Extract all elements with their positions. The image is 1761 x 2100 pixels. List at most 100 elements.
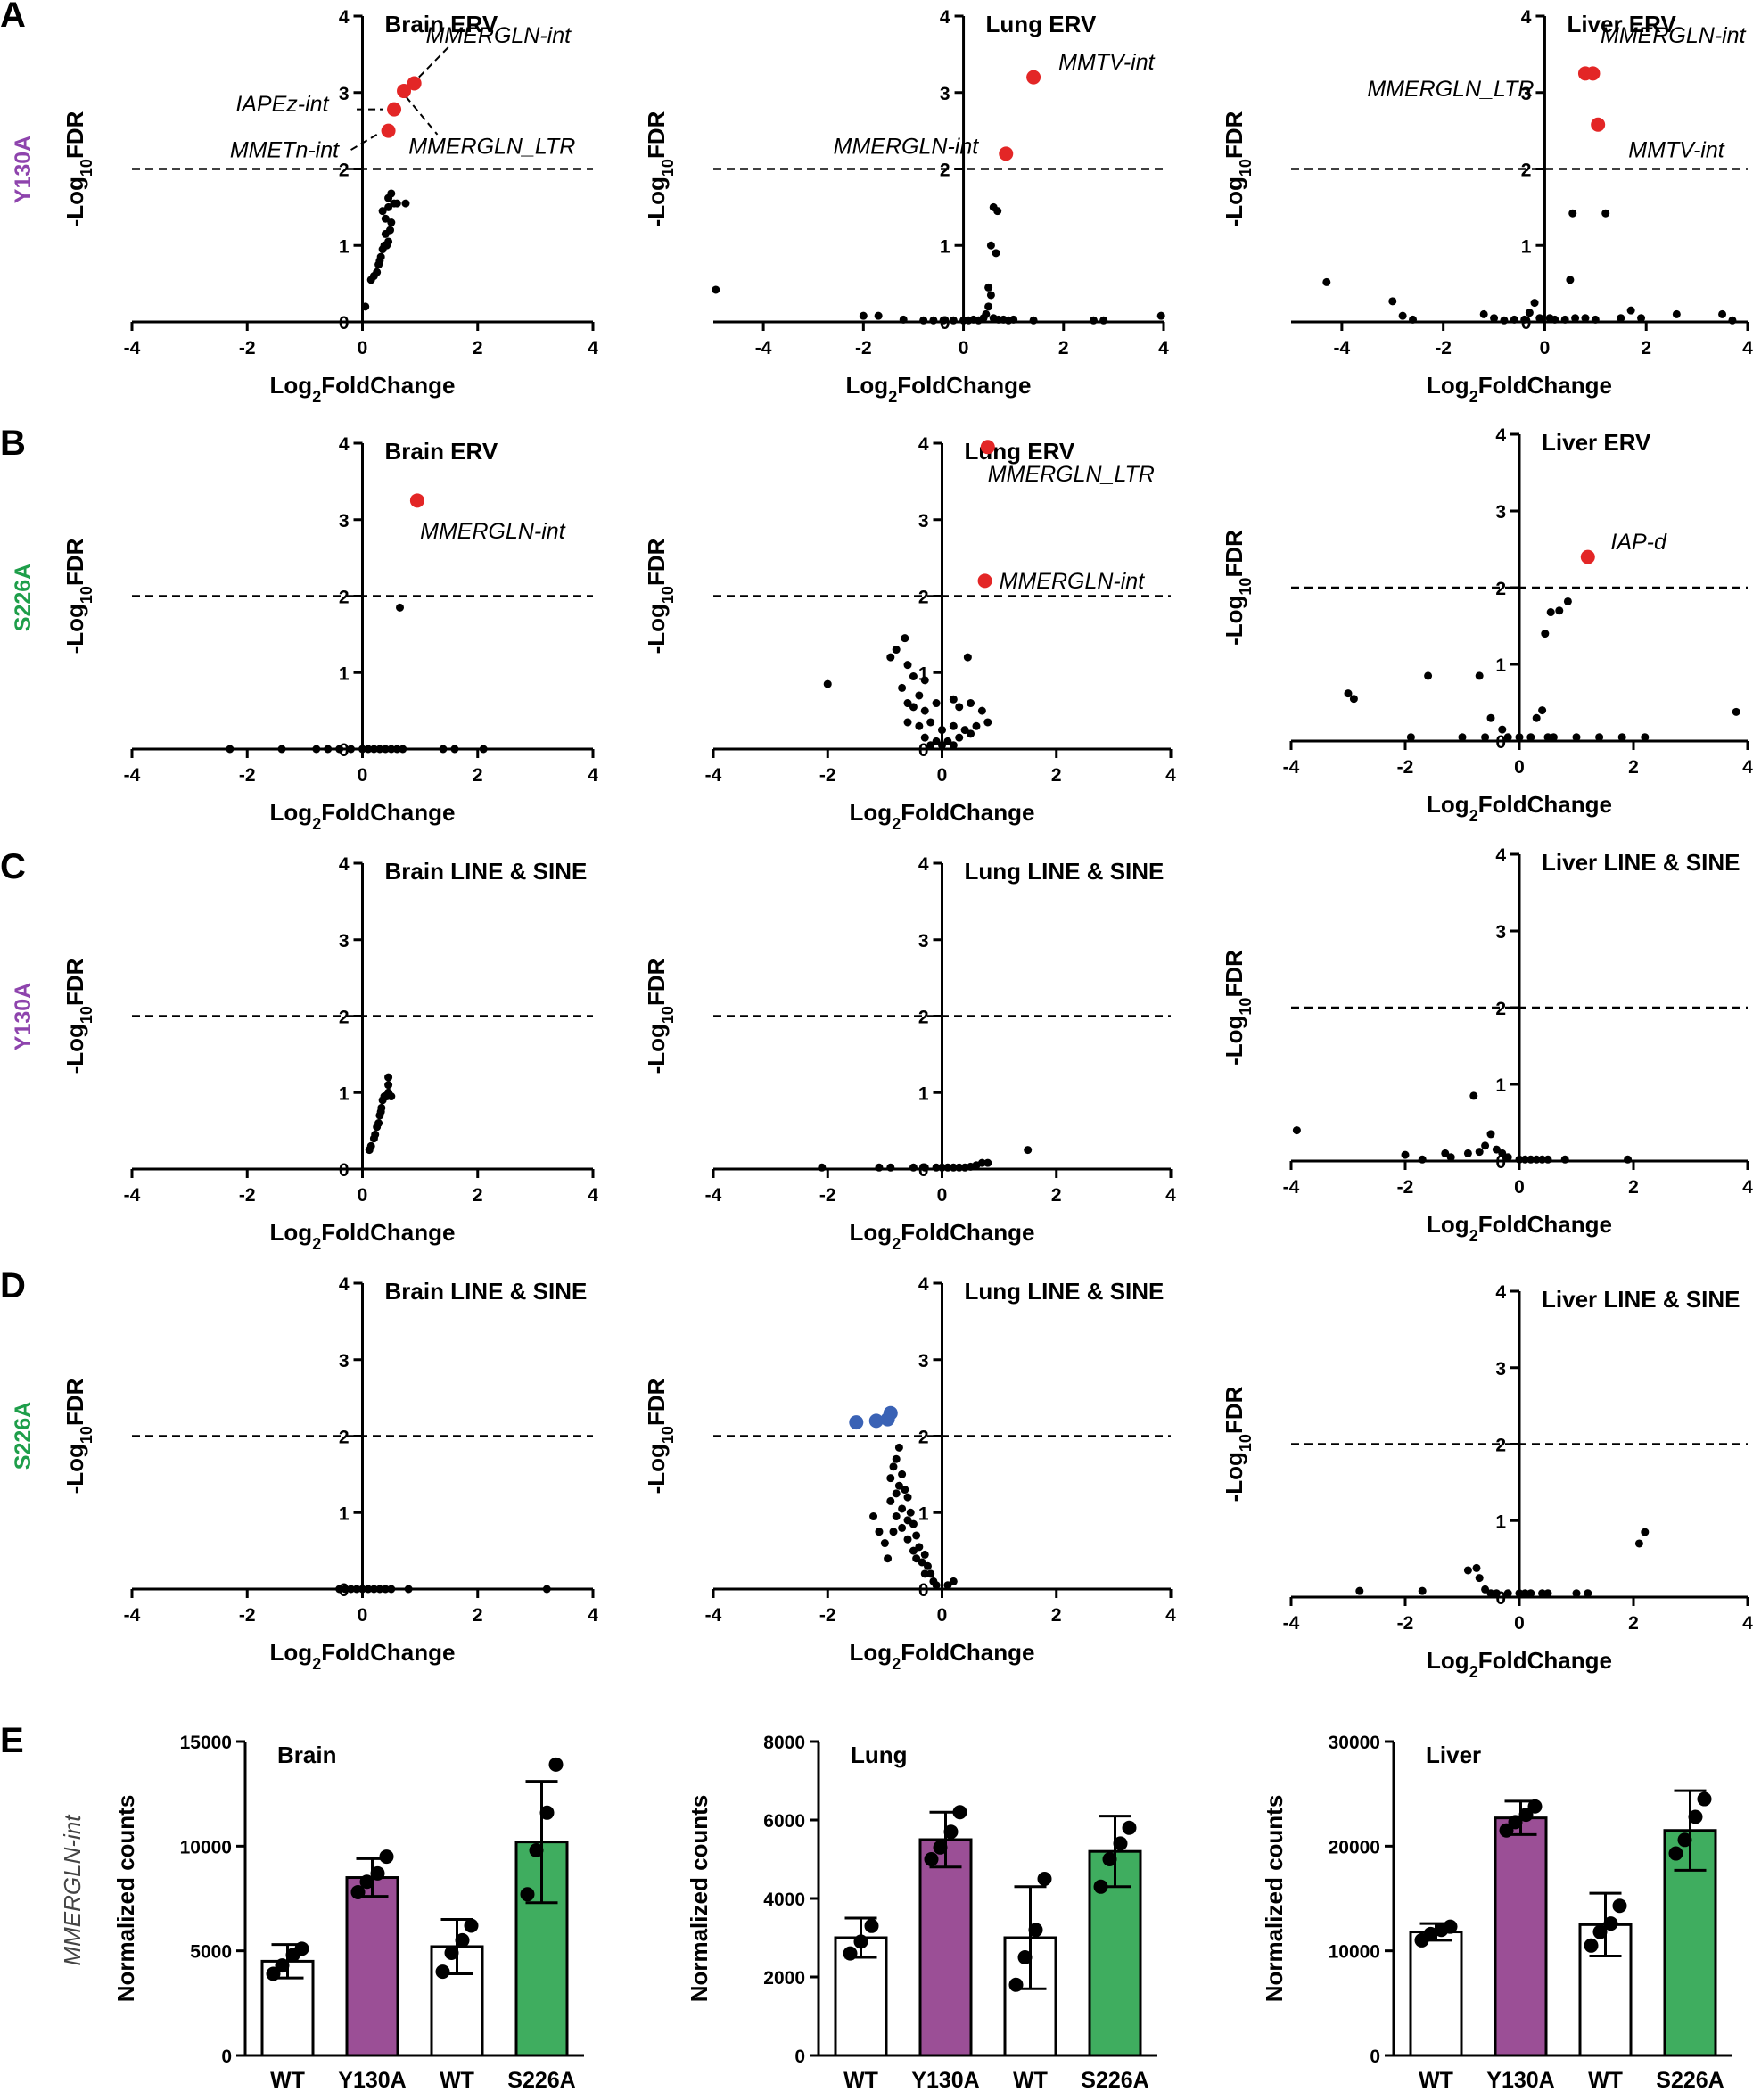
plot-title: Lung LINE & SINE [965,858,1164,885]
panel-letter-A: A [0,0,26,35]
data-point [1490,314,1499,323]
data-point [1641,733,1650,742]
replicate-dot [1113,1836,1128,1851]
data-point [1463,1149,1472,1157]
category-label: WT [270,2068,305,2093]
x-axis-label: Log2FoldChange [850,1639,1035,1673]
y-tick-label: 4000 [763,1890,805,1910]
x-tick-label: 4 [588,338,598,358]
data-point [1568,209,1577,218]
category-label: Y130A [1486,2068,1554,2093]
data-point [1515,1589,1524,1598]
data-point [963,653,972,662]
y-tick-label: 3 [918,931,929,951]
data-point [892,1489,901,1498]
data-point [919,316,928,325]
bar [918,1838,973,2057]
data-point [920,1569,929,1578]
data-point [909,1519,918,1528]
data-point [1566,276,1575,284]
replicate-dot [1499,1823,1514,1838]
data-point [384,202,393,211]
data-point [949,695,958,704]
data-point [1520,1155,1529,1164]
data-point [1672,309,1681,318]
data-point [377,1103,386,1112]
data-point [542,1585,551,1594]
data-point [1398,311,1407,320]
x-tick-label: -4 [705,1605,722,1626]
data-point [1541,630,1550,638]
data-point [859,311,868,320]
x-tick-label: 4 [1165,765,1176,786]
y-tick-label: 3 [1495,502,1506,523]
data-point [977,1158,986,1167]
data-point [1538,706,1547,715]
data-point [1626,306,1635,315]
x-tick-label: -2 [1397,757,1414,778]
x-tick-label: -2 [1397,1177,1414,1198]
point-annotation: MMERGLN_LTR [988,462,1155,487]
replicate-dot [1028,1923,1043,1938]
x-axis-label: Log2FoldChange [1427,1647,1612,1681]
point-annotation: MMERGLN_LTR [1367,77,1534,102]
data-point [818,1163,827,1172]
data-point [903,1493,912,1502]
y-tick-label: 2 [339,161,350,181]
significant-point [1585,66,1601,81]
x-tick-label: 2 [473,1185,483,1206]
data-point [392,745,401,754]
y-tick-label: 3 [339,1351,350,1371]
y-tick-label: 3 [918,511,929,531]
data-point [384,1073,393,1082]
significant-point [1026,70,1041,85]
significant-point [1591,117,1606,132]
data-point [1591,315,1600,324]
data-point [986,291,995,300]
data-point [949,1163,958,1172]
plot-title: Liver [1426,1742,1481,1768]
data-point [920,1550,929,1559]
data-point [1481,733,1490,742]
data-point [903,1535,912,1544]
plot-title: Lung ERV [965,438,1075,465]
data-point [993,207,1002,216]
category-label: S226A [507,2068,575,2093]
x-tick-label: 4 [1165,1605,1176,1626]
replicate-dot [924,1852,939,1866]
data-point [1510,315,1518,324]
x-tick-label: -4 [755,338,772,358]
y-tick-label: 30000 [1329,1733,1380,1753]
y-tick-label: 2 [1495,1436,1506,1456]
replicate-dot [294,1941,309,1956]
data-point [899,315,908,324]
y-tick-label: 0 [794,2046,805,2067]
y-tick-label: 10000 [180,1837,232,1857]
significant-point [381,123,396,138]
x-tick-label: -4 [124,1185,141,1206]
data-point [1401,1150,1410,1159]
replicate-dot [1443,1919,1458,1934]
x-tick-label: -4 [1283,757,1300,778]
y-tick-label: 4 [918,434,929,455]
data-point [983,718,992,727]
y-tick-label: 4 [1495,1282,1506,1303]
data-point [1526,1589,1535,1598]
x-tick-label: 0 [358,338,368,358]
replicate-dot [455,1932,470,1948]
x-tick-label: 2 [1058,338,1069,358]
y-tick-label: 1 [940,236,950,257]
y-tick-label: 0 [918,1580,929,1601]
y-tick-label: 4 [339,854,350,875]
data-point [1572,1589,1581,1598]
replicate-dot [952,1805,967,1820]
x-axis-label: Log2FoldChange [270,372,456,406]
data-point [384,1081,393,1090]
scatter-panel-A1: -4 -2 0 2 4 0 1 2 3 4 Brain ERV Log2FoldChange -Log1… [62,7,598,406]
x-axis-label: Log2FoldChange [846,372,1032,406]
panel-letter-D: D [0,1266,26,1305]
data-point [1409,315,1418,324]
data-point [1498,725,1507,734]
data-point [1543,1155,1552,1164]
